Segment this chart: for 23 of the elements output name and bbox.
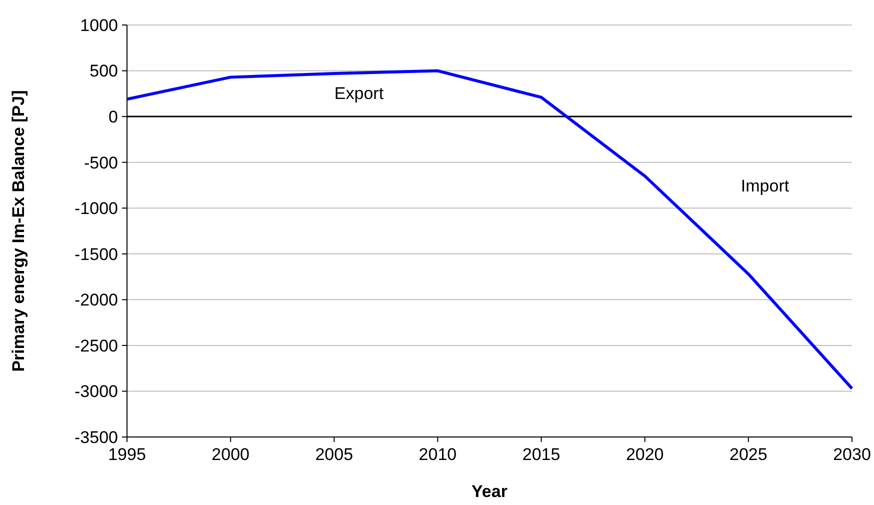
x-tick-label: 2000: [212, 445, 250, 464]
x-tick-label: 1995: [108, 445, 146, 464]
annotation: Import: [740, 176, 790, 196]
x-axis-title: Year: [472, 482, 508, 501]
y-tick-label: 0: [108, 108, 118, 127]
y-tick-label: 1000: [80, 16, 118, 35]
y-tick-label: -1000: [74, 199, 118, 218]
y-tick-label: -2500: [74, 336, 118, 356]
x-tick-label: 2030: [833, 445, 871, 464]
y-tick-label: 500: [90, 62, 118, 81]
x-tick-label: 2020: [626, 445, 664, 464]
y-tick-label: -1500: [74, 244, 118, 264]
x-tick-label: 2010: [418, 445, 457, 464]
y-tick-label: -3000: [74, 382, 118, 402]
x-tick-label: 2015: [522, 445, 560, 464]
x-tick-label: 2025: [730, 445, 768, 464]
y-tick-label: -500: [84, 153, 118, 172]
x-tick-label: 2005: [315, 445, 354, 464]
line-series: [126, 69, 854, 390]
y-axis-title: Primary energy Im-Ex Balance [PJ]: [9, 90, 28, 372]
annotation: Export: [334, 84, 384, 103]
y-tick-label: -3500: [74, 428, 118, 447]
y-tick-label: -2000: [74, 290, 118, 310]
